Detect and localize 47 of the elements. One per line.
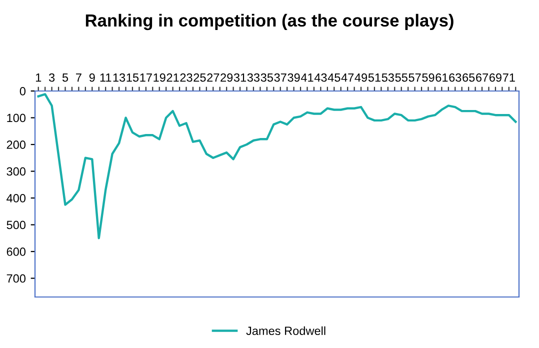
y-tick-label: 300 [6, 167, 26, 176]
x-tick-label: 11 [100, 73, 112, 82]
y-tick-label: 0 [20, 87, 26, 96]
x-tick-label: 63 [449, 73, 462, 82]
x-tick-label: 53 [382, 73, 394, 82]
x-tick-label: 67 [476, 73, 488, 82]
x-tick-label: 71 [502, 73, 515, 82]
x-tick-label: 5 [62, 73, 68, 82]
x-tick-label: 45 [328, 73, 340, 82]
y-tick-label: 500 [6, 220, 26, 230]
x-tick-label: 33 [247, 73, 260, 82]
x-tick-label: 17 [140, 73, 152, 82]
x-tick-label: 51 [368, 73, 380, 82]
x-tick-label: 55 [395, 73, 408, 82]
x-tick-label: 23 [180, 73, 192, 82]
x-tick-label: 15 [126, 73, 139, 82]
y-tick-label: 200 [6, 140, 26, 149]
x-tick-label: 21 [166, 73, 179, 82]
y-tick-label: 600 [6, 248, 26, 256]
y-tick-label: 100 [7, 114, 26, 122]
x-tick-label: 7 [76, 73, 82, 82]
y-tick-label: 400 [6, 194, 26, 202]
x-tick-label: 43 [314, 73, 327, 82]
x-tick-label: 3 [48, 73, 55, 82]
x-tick-label: 31 [234, 73, 246, 82]
x-tick-label: 9 [89, 73, 95, 82]
x-tick-label: 59 [422, 73, 434, 82]
x-tick-label: 19 [154, 73, 166, 82]
x-tick-label: 35 [260, 73, 273, 82]
x-tick-label: 27 [207, 73, 220, 82]
legend-label: James Rodwell [246, 326, 326, 336]
x-tick-label: 57 [408, 73, 421, 82]
x-tick-label: 37 [274, 73, 286, 82]
x-tick-label: 69 [490, 73, 502, 82]
x-tick-label: 61 [436, 73, 448, 82]
x-tick-label: 13 [113, 73, 126, 82]
x-tick-label: 41 [300, 73, 314, 82]
x-tick-label: 39 [288, 73, 300, 82]
x-tick-label: 1 [36, 73, 42, 82]
x-tick-label: 47 [341, 73, 354, 82]
line-series [37, 93, 517, 240]
chart-title: Ranking in competition (as the course plays) [86, 14, 454, 30]
y-tick-label: 700 [6, 274, 26, 283]
x-tick-label: 29 [220, 73, 233, 82]
x-tick-label: 25 [194, 73, 206, 82]
x-tick-label: 65 [462, 73, 475, 82]
x-tick-label: 49 [354, 73, 368, 82]
